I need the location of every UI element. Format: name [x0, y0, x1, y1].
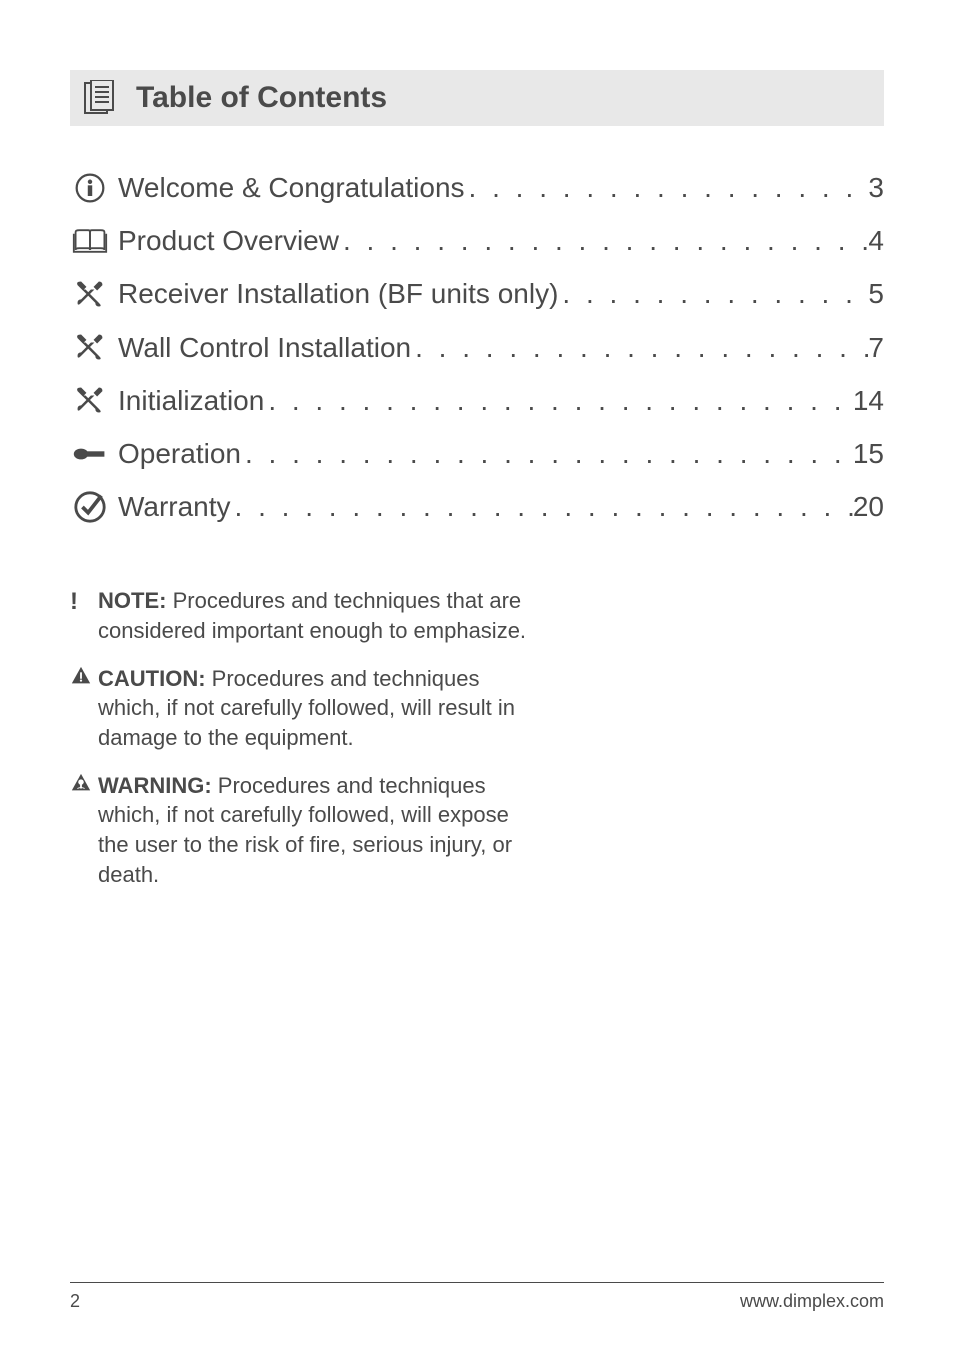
- toc-item: Initialization 14: [70, 381, 884, 420]
- caution-triangle-icon: [70, 664, 98, 753]
- toc-item: Receiver Installation (BF units only) 5: [70, 274, 884, 313]
- toc-page-number: 5: [868, 274, 884, 313]
- toc-item: Product Overview 4: [70, 221, 884, 260]
- toc-dots: [465, 168, 869, 207]
- toc-dots: [241, 434, 853, 473]
- toc-document-icon: [82, 80, 118, 116]
- toc-dots: [411, 328, 868, 367]
- pointer-icon: [70, 435, 110, 473]
- footer-url: www.dimplex.com: [740, 1291, 884, 1312]
- note-item: ! NOTE: Procedures and techniques that a…: [70, 586, 530, 645]
- toc-label: Product Overview: [118, 221, 339, 260]
- note-item: WARNING: Procedures and techniques which…: [70, 771, 530, 890]
- note-body: WARNING: Procedures and techniques which…: [98, 771, 530, 890]
- toc-dots: [264, 381, 853, 420]
- toc-dots: [339, 221, 868, 260]
- toc-page-number: 7: [868, 328, 884, 367]
- toc-label: Welcome & Congratulations: [118, 168, 465, 207]
- notes-block: ! NOTE: Procedures and techniques that a…: [70, 586, 530, 889]
- toc-label: Operation: [118, 434, 241, 473]
- footer: 2 www.dimplex.com: [70, 1282, 884, 1312]
- toc-item: Welcome & Congratulations 3: [70, 168, 884, 207]
- toc-label: Wall Control Installation: [118, 328, 411, 367]
- toc-label: Initialization: [118, 381, 264, 420]
- toc-page-number: 3: [868, 168, 884, 207]
- toc-dots: [231, 487, 853, 526]
- toc-page-number: 4: [868, 221, 884, 260]
- tools-icon: [70, 381, 110, 419]
- toc-dots: [558, 274, 868, 313]
- info-circle-icon: [70, 169, 110, 207]
- toc-list: Welcome & Congratulations 3 Product Over…: [70, 168, 884, 526]
- note-body: NOTE: Procedures and techniques that are…: [98, 586, 530, 645]
- toc-page-number: 14: [853, 381, 884, 420]
- toc-item: Warranty 20: [70, 487, 884, 526]
- toc-item: Wall Control Installation 7: [70, 328, 884, 367]
- check-circle-icon: [70, 488, 110, 526]
- footer-page-number: 2: [70, 1291, 80, 1312]
- note-item: CAUTION: Procedures and techniques which…: [70, 664, 530, 753]
- open-book-icon: [70, 222, 110, 260]
- note-label: WARNING:: [98, 773, 212, 798]
- header-bar: Table of Contents: [70, 70, 884, 126]
- toc-item: Operation 15: [70, 434, 884, 473]
- note-body: CAUTION: Procedures and techniques which…: [98, 664, 530, 753]
- toc-label: Receiver Installation (BF units only): [118, 274, 558, 313]
- note-label: NOTE:: [98, 588, 166, 613]
- note-label: CAUTION:: [98, 666, 206, 691]
- page-container: Table of Contents Welcome & Congratulati…: [0, 0, 954, 890]
- warning-triangle-icon: [70, 771, 98, 890]
- exclaim-icon: !: [70, 586, 98, 645]
- tools-icon: [70, 275, 110, 313]
- tools-icon: [70, 328, 110, 366]
- toc-label: Warranty: [118, 487, 231, 526]
- header-title: Table of Contents: [136, 81, 387, 115]
- toc-page-number: 15: [853, 434, 884, 473]
- toc-page-number: 20: [853, 487, 884, 526]
